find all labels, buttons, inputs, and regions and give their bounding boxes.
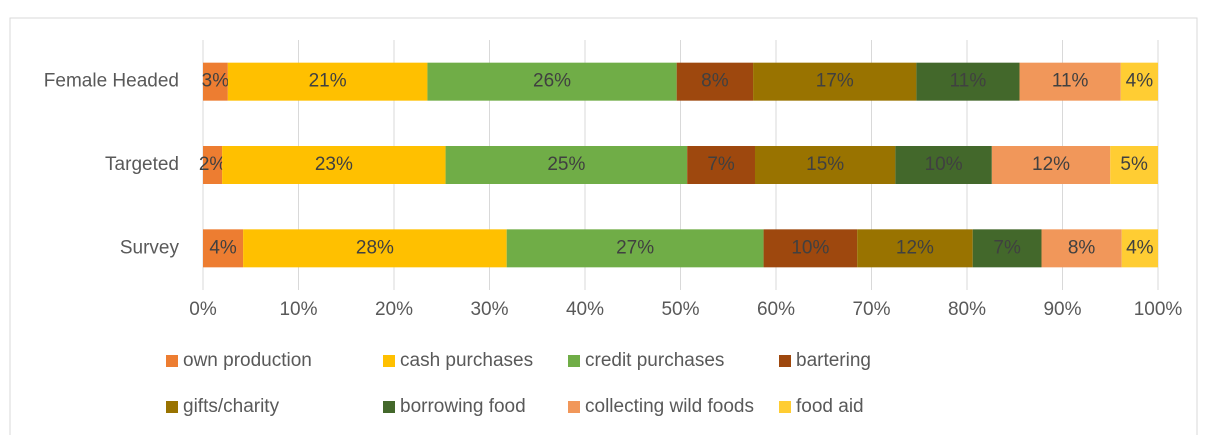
- value-label: 23%: [315, 154, 353, 175]
- x-tick-label: 100%: [1134, 299, 1183, 320]
- x-tick-label: 60%: [757, 299, 795, 320]
- y-tick-label: Female Headed: [44, 71, 179, 92]
- bar-segment: [203, 146, 223, 184]
- value-label: 17%: [816, 71, 854, 92]
- value-label: 8%: [1068, 237, 1096, 258]
- bar-segment: [857, 229, 973, 268]
- legend-label: credit purchases: [585, 350, 724, 371]
- value-label: 27%: [616, 237, 654, 258]
- value-label: 10%: [925, 154, 963, 175]
- bar-segment: [972, 229, 1042, 268]
- value-label: 3%: [202, 71, 230, 92]
- bar-segment: [991, 146, 1111, 184]
- bar-segment: [916, 62, 1020, 101]
- x-tick-label: 50%: [661, 299, 699, 320]
- legend-swatch: [779, 355, 791, 367]
- legend-swatch: [166, 401, 178, 413]
- legend-label: borrowing food: [400, 396, 526, 417]
- legend-swatch: [568, 355, 580, 367]
- bar-segment: [753, 62, 917, 101]
- value-label: 4%: [209, 237, 237, 258]
- bar-segment: [895, 146, 992, 184]
- value-label: 28%: [356, 237, 394, 258]
- x-tick-label: 10%: [279, 299, 317, 320]
- value-label: 25%: [547, 154, 585, 175]
- bar-segment: [227, 62, 428, 101]
- legend-label: gifts/charity: [183, 396, 280, 417]
- value-label: 2%: [199, 154, 227, 175]
- x-tick-label: 20%: [375, 299, 413, 320]
- y-tick-label: Survey: [120, 237, 180, 258]
- x-tick-label: 90%: [1043, 299, 1081, 320]
- value-label: 10%: [791, 237, 829, 258]
- bar-segment: [445, 146, 688, 184]
- legend-swatch: [383, 355, 395, 367]
- bar-segment: [243, 229, 507, 268]
- x-tick-label: 40%: [566, 299, 604, 320]
- x-tick-label: 30%: [470, 299, 508, 320]
- value-label: 4%: [1126, 237, 1154, 258]
- legend-swatch: [383, 401, 395, 413]
- x-tick-label: 0%: [189, 299, 217, 320]
- legend-label: own production: [183, 350, 312, 371]
- bar-segment: [1121, 229, 1158, 268]
- value-label: 12%: [896, 237, 934, 258]
- bar-segment: [763, 229, 858, 268]
- bar-segment: [1041, 229, 1122, 268]
- value-label: 8%: [701, 71, 729, 92]
- bar-segment: [427, 62, 677, 101]
- value-label: 11%: [950, 71, 987, 92]
- legend-label: food aid: [796, 396, 864, 417]
- bar-segment: [506, 229, 764, 268]
- value-label: 11%: [1052, 71, 1089, 92]
- bar-segment: [222, 146, 446, 184]
- legend-label: cash purchases: [400, 350, 533, 371]
- value-label: 7%: [993, 237, 1021, 258]
- bar-segment: [1120, 62, 1158, 101]
- value-label: 26%: [533, 71, 571, 92]
- value-label: 21%: [309, 71, 347, 92]
- legend-swatch: [166, 355, 178, 367]
- bar-segment: [203, 229, 244, 268]
- y-tick-label: Targeted: [105, 154, 179, 175]
- value-label: 5%: [1120, 154, 1148, 175]
- legend-swatch: [568, 401, 580, 413]
- bar-segment: [1019, 62, 1121, 101]
- legend-swatch: [779, 401, 791, 413]
- x-tick-label: 80%: [948, 299, 986, 320]
- x-tick-label: 70%: [852, 299, 890, 320]
- bar-segment: [676, 62, 754, 101]
- bar-segment: [754, 146, 896, 184]
- bar-segment: [687, 146, 755, 184]
- value-label: 15%: [806, 154, 844, 175]
- legend-label: bartering: [796, 350, 871, 371]
- value-label: 4%: [1126, 71, 1154, 92]
- legend-label: collecting wild foods: [585, 396, 754, 417]
- value-label: 12%: [1032, 154, 1070, 175]
- value-label: 7%: [707, 154, 735, 175]
- bar-segment: [203, 62, 228, 101]
- bar-segment: [1110, 146, 1158, 184]
